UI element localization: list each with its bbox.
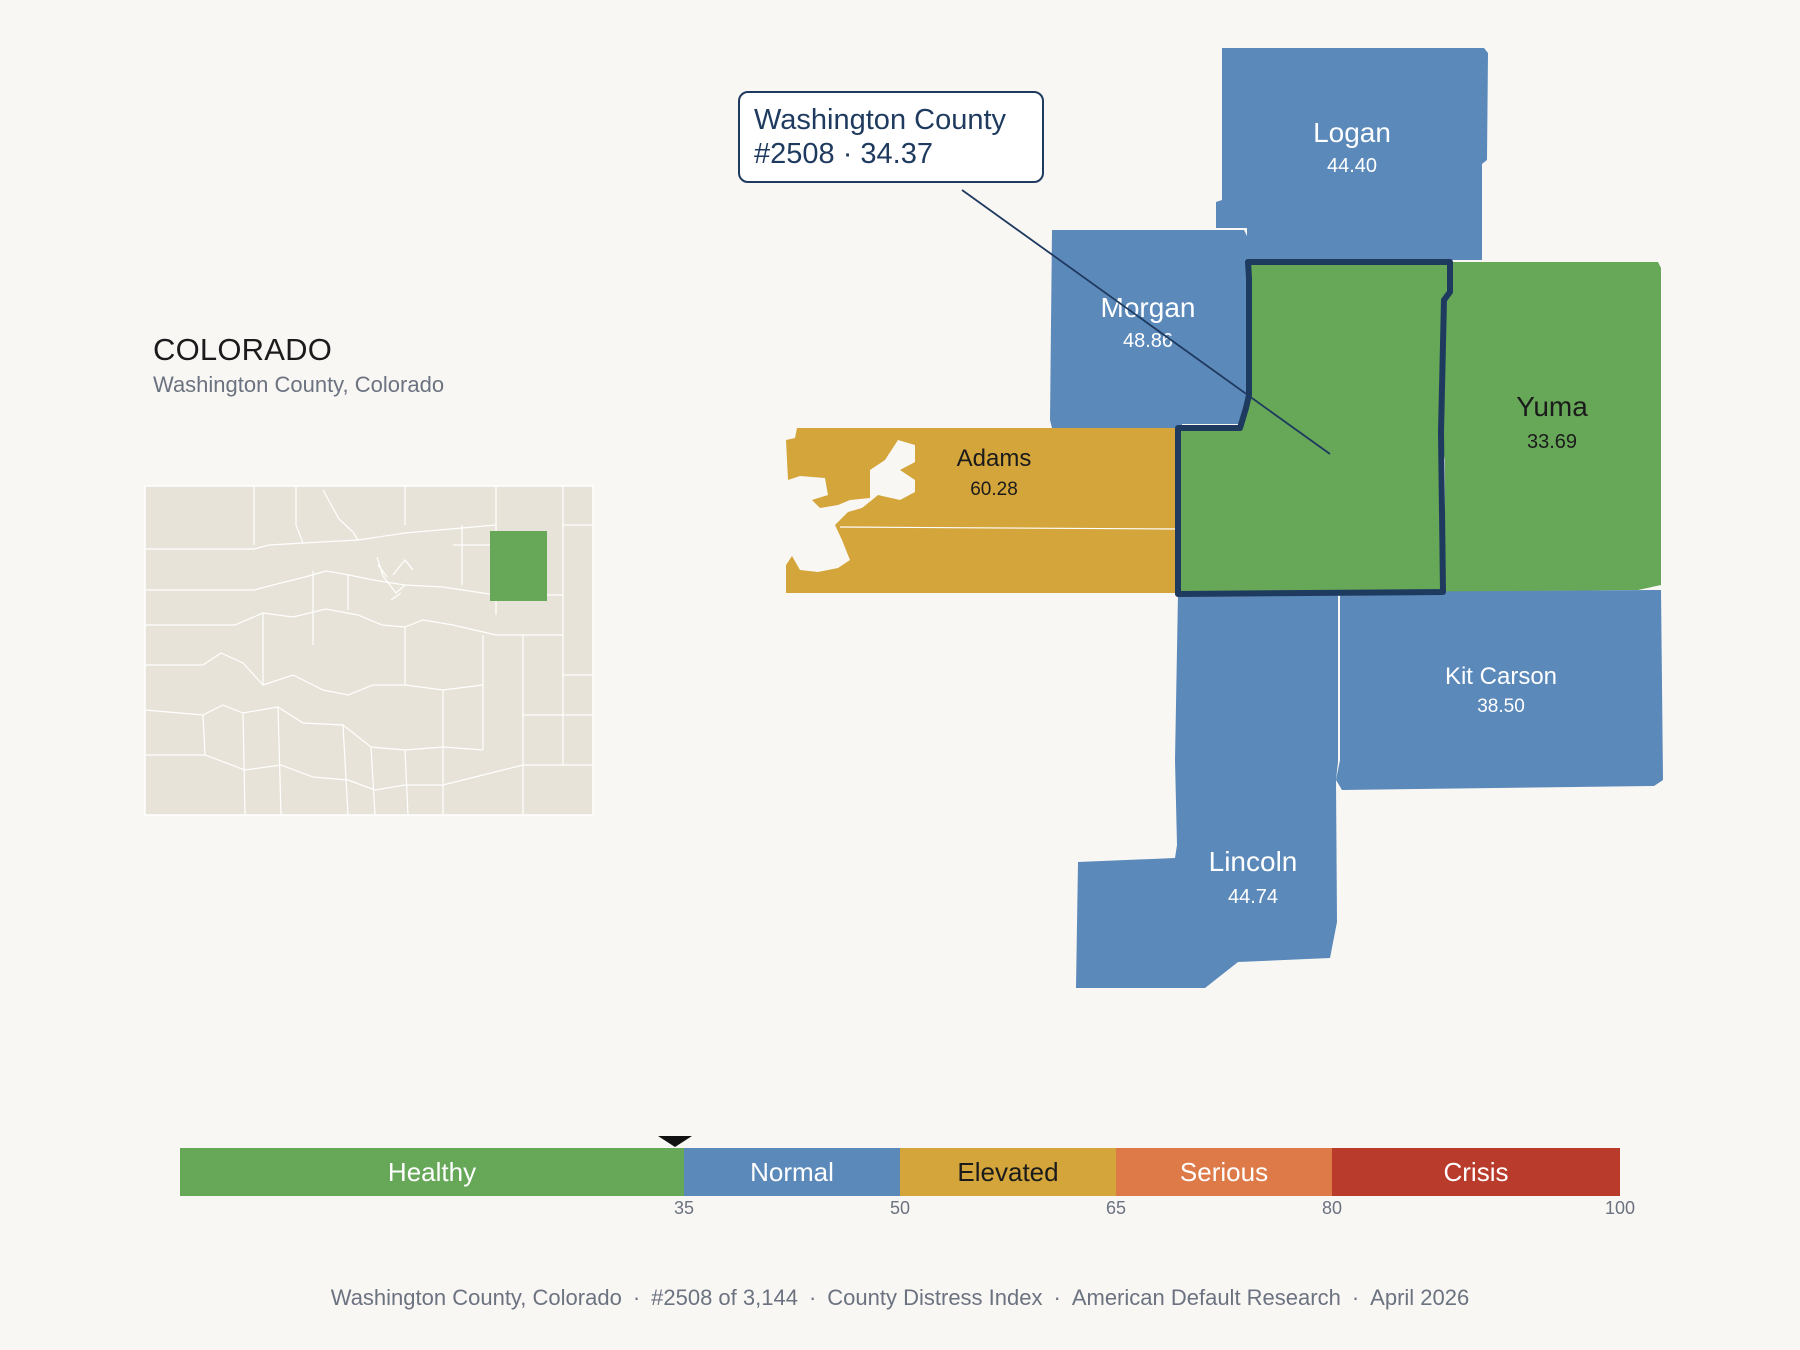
county-lincoln[interactable] bbox=[1076, 594, 1338, 988]
county-label-yuma: Yuma bbox=[1516, 391, 1588, 422]
footer-separator: · bbox=[1351, 1285, 1360, 1310]
legend-band-healthy: Healthy bbox=[180, 1148, 684, 1196]
county-yuma[interactable] bbox=[1440, 262, 1661, 592]
selected-county-callout: Washington County #2508 · 34.37 bbox=[738, 91, 1044, 183]
county-label-kit-carson: Kit Carson bbox=[1445, 663, 1557, 690]
county-kit-carson[interactable] bbox=[1336, 590, 1663, 790]
footer-index-name: County Distress Index bbox=[827, 1285, 1043, 1310]
state-subtitle: Washington County, Colorado bbox=[153, 372, 445, 397]
inset-highlight-washington bbox=[490, 531, 547, 601]
footer-separator: · bbox=[632, 1285, 641, 1310]
county-label-lincoln: Lincoln bbox=[1209, 846, 1298, 877]
footer-date: April 2026 bbox=[1370, 1285, 1470, 1310]
footer-source: American Default Research bbox=[1071, 1285, 1341, 1310]
county-adams[interactable] bbox=[786, 428, 1178, 593]
legend-band-normal: Normal bbox=[684, 1148, 900, 1196]
footer-separator: · bbox=[808, 1285, 817, 1310]
county-score-yuma: 33.69 bbox=[1527, 431, 1577, 453]
county-score-morgan: 48.86 bbox=[1123, 330, 1173, 352]
county-score-kit-carson: 38.50 bbox=[1477, 696, 1525, 717]
state-title: COLORADO bbox=[153, 332, 333, 367]
footer: Washington County, Colorado · #2508 of 3,1… bbox=[0, 1285, 1800, 1311]
county-score-lincoln: 44.74 bbox=[1228, 886, 1278, 908]
county-score-logan: 44.40 bbox=[1327, 155, 1377, 177]
county-label-logan: Logan bbox=[1313, 117, 1391, 148]
county-score-adams: 60.28 bbox=[970, 479, 1018, 500]
inset-county-grid bbox=[144, 485, 594, 816]
county-adams-divider bbox=[839, 526, 1179, 530]
county-label-adams: Adams bbox=[957, 445, 1032, 472]
footer-rank: #2508 of 3,144 bbox=[651, 1285, 798, 1310]
state-inset-map bbox=[144, 485, 594, 816]
legend-band-crisis: Crisis bbox=[1332, 1148, 1620, 1196]
callout-county-name: Washington County bbox=[754, 104, 1007, 136]
callout-rank-score: #2508 · 34.37 bbox=[754, 138, 933, 170]
footer-separator: · bbox=[1053, 1285, 1061, 1310]
callout-leader-line bbox=[961, 189, 1331, 455]
inset-state-outline bbox=[144, 485, 594, 816]
county-label-morgan: Morgan bbox=[1101, 292, 1196, 323]
county-logan[interactable] bbox=[1216, 48, 1488, 260]
legend-band-serious: Serious bbox=[1116, 1148, 1332, 1196]
footer-location: Washington County, Colorado bbox=[330, 1285, 622, 1310]
legend-band-elevated: Elevated bbox=[900, 1148, 1116, 1196]
county-morgan[interactable] bbox=[1050, 230, 1250, 428]
